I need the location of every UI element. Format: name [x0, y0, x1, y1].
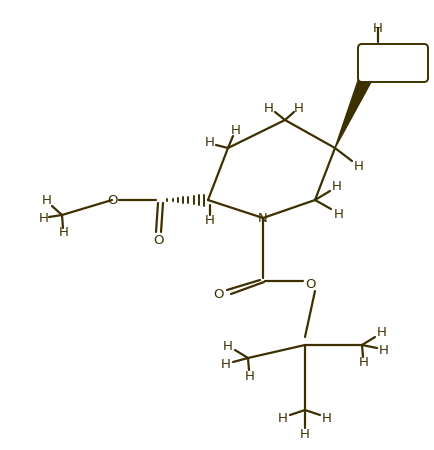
Text: H: H [373, 22, 383, 35]
Text: O: O [107, 194, 117, 207]
Text: H: H [359, 356, 369, 369]
Text: H: H [39, 212, 49, 225]
Text: H: H [59, 226, 69, 239]
Text: H: H [205, 213, 215, 226]
Text: H: H [354, 159, 364, 172]
Text: Abs: Abs [381, 57, 404, 69]
Text: H: H [205, 136, 215, 149]
Text: H: H [332, 180, 342, 193]
Text: O: O [305, 279, 315, 292]
Text: H: H [245, 369, 255, 382]
Polygon shape [335, 70, 375, 148]
Text: H: H [322, 411, 332, 424]
Text: H: H [334, 207, 344, 220]
Text: N: N [258, 212, 268, 225]
Text: H: H [379, 343, 389, 356]
FancyBboxPatch shape [358, 44, 428, 82]
Text: H: H [223, 339, 233, 352]
Text: H: H [278, 411, 288, 424]
Text: O: O [213, 288, 223, 302]
Text: H: H [231, 123, 241, 136]
Text: H: H [221, 357, 231, 370]
Text: H: H [264, 102, 274, 114]
Text: H: H [42, 194, 52, 207]
Text: H: H [377, 327, 387, 339]
Text: O: O [153, 234, 163, 247]
Text: H: H [294, 102, 304, 114]
Text: H: H [300, 428, 310, 441]
